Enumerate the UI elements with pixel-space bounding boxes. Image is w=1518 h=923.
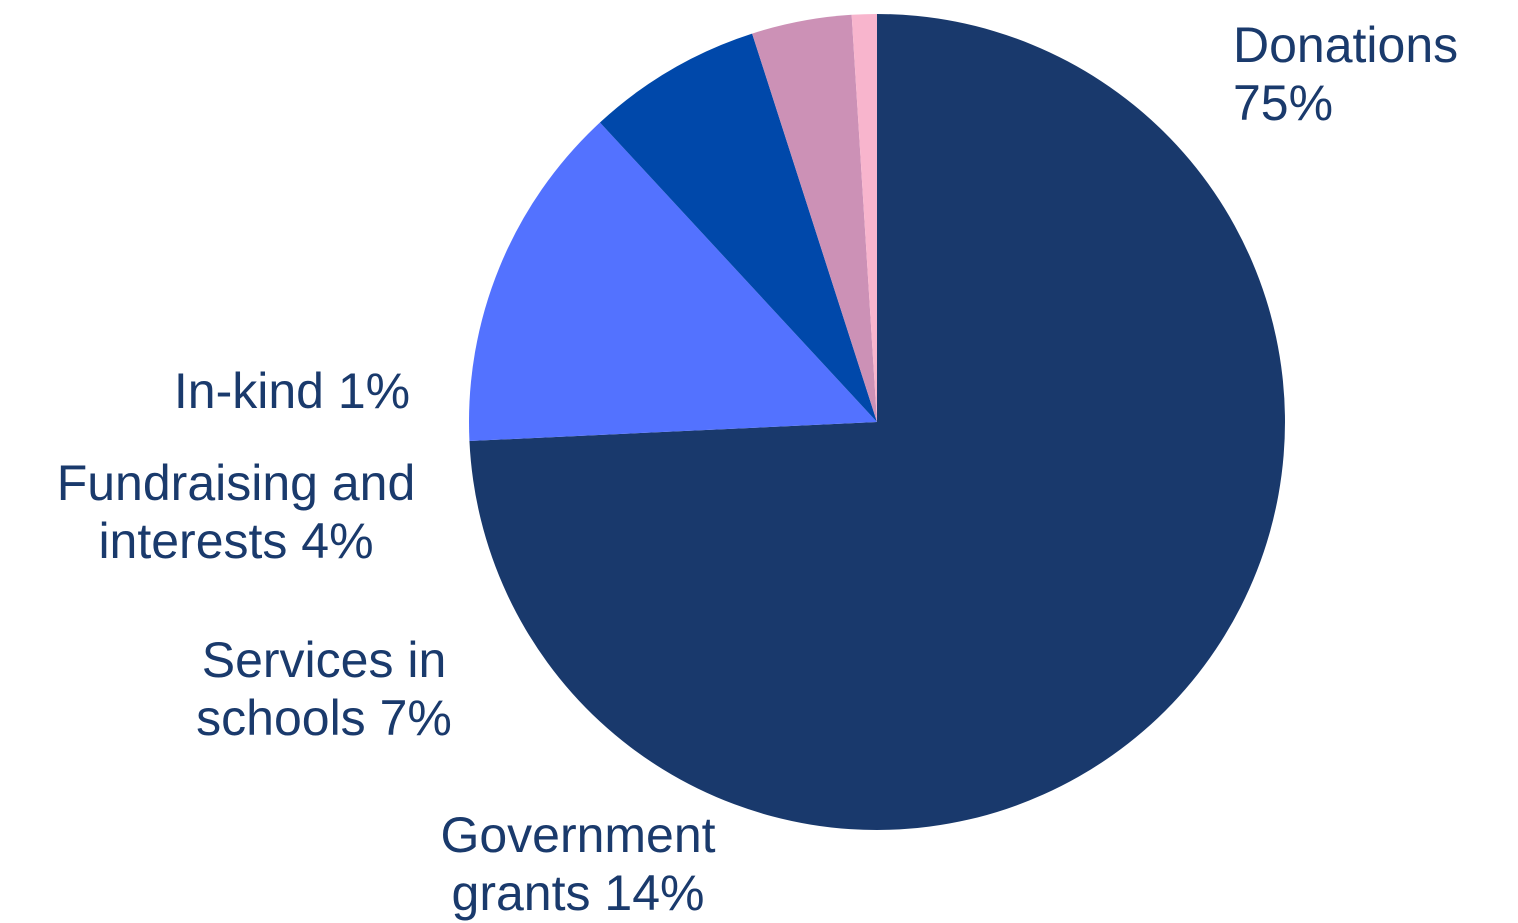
slice-label-line: 75% — [1233, 75, 1333, 131]
pie-slice-fundraising-and — [752, 14, 877, 422]
pie-slice-in-kind-1 — [851, 14, 877, 422]
pie-slices — [468, 14, 1285, 831]
slice-label-line: interests 4% — [98, 513, 373, 569]
slice-label-line: schools 7% — [196, 690, 452, 746]
slice-label-line: Services in — [202, 632, 447, 688]
slice-label-line: Government — [440, 807, 715, 863]
pie-slice-government — [468, 122, 877, 442]
pie-slice-donations — [469, 14, 1285, 831]
slice-label-line: Donations — [1233, 17, 1458, 73]
slice-label-line: In-kind 1% — [174, 363, 410, 419]
slice-label-line: grants 14% — [452, 865, 705, 921]
slice-label: Services in schools 7% — [196, 632, 452, 746]
slice-label-line: Fundraising and — [57, 455, 416, 511]
pie-slice-services-in — [599, 33, 877, 422]
slice-label: Donations 75% — [1233, 17, 1458, 131]
slice-label: Government grants 14% — [440, 807, 715, 921]
slice-label: In-kind 1% — [174, 363, 410, 419]
slice-labels: Donations 75% Government grants 14% Services… — [57, 17, 1458, 921]
slice-label: Fundraising and interests 4% — [57, 455, 416, 569]
